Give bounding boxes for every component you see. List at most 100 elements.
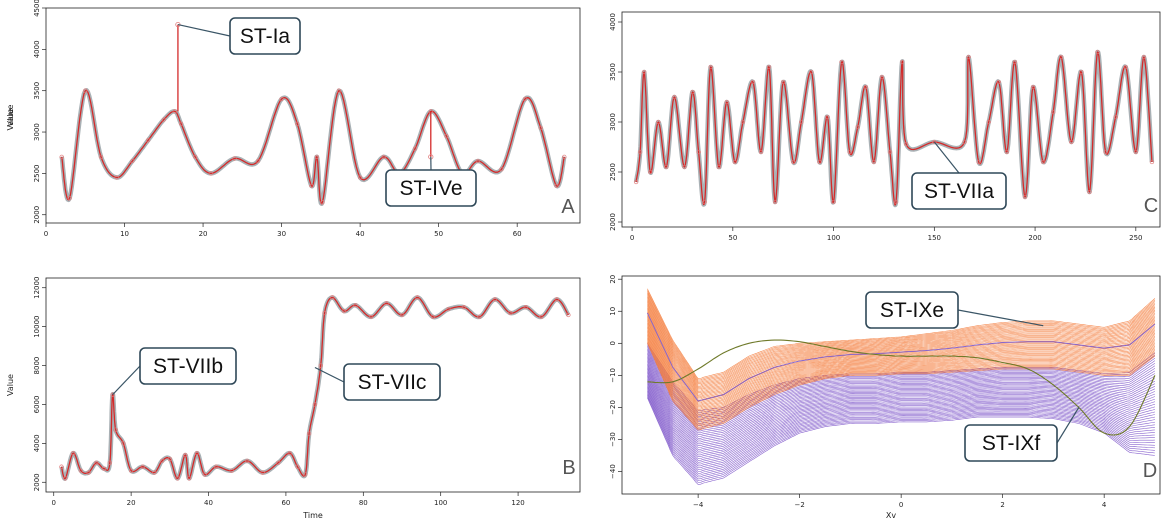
data-point (208, 171, 214, 176)
data-point (98, 154, 104, 159)
data-point (159, 458, 165, 464)
data-point (114, 175, 119, 180)
orange-curve (647, 299, 1156, 390)
data-point (1103, 149, 1108, 155)
data-point (59, 154, 64, 159)
callout-label: ST-IXf (982, 432, 1041, 455)
data-point (444, 134, 449, 139)
x-tick-label: 100 (827, 234, 840, 242)
purple-curve (647, 356, 1156, 430)
series-line (60, 296, 569, 480)
data-point (101, 466, 107, 471)
x-tick-label: 50 (434, 230, 443, 238)
data-point (110, 392, 115, 397)
data-point (899, 59, 905, 65)
plot-frame (45, 277, 581, 493)
orange-curve (647, 298, 1156, 388)
orange-curve (647, 341, 1156, 429)
data-point (130, 158, 135, 164)
data-point (499, 167, 504, 172)
y-tick-label: 2000 (33, 473, 41, 491)
data-point (245, 458, 250, 464)
data-point (903, 141, 909, 147)
data-point (855, 124, 860, 130)
purple-curve (647, 390, 1155, 476)
plot-frame (621, 11, 1161, 228)
orange-curve (647, 307, 1156, 397)
callout-leader (933, 141, 960, 174)
series-line (61, 89, 565, 205)
y-tick-label: 0 (609, 341, 617, 345)
plot-frame (621, 275, 1161, 495)
data-point (202, 472, 207, 477)
callout-box (343, 363, 441, 401)
orange-curve (647, 336, 1156, 424)
purple-curve (647, 394, 1155, 482)
purple-curve (647, 379, 1155, 461)
data-point (772, 199, 778, 205)
data-point (732, 159, 737, 165)
data-point (1141, 54, 1147, 60)
panel-letter: A (561, 196, 575, 218)
data-point (847, 149, 852, 155)
data-point (1012, 59, 1018, 65)
data-point (107, 460, 112, 465)
orange-curve (647, 290, 1156, 381)
data-point (399, 312, 405, 318)
data-point (1113, 114, 1118, 120)
data-point (976, 159, 981, 165)
x-tick-label: 10 (120, 230, 129, 238)
data-point (1069, 139, 1074, 145)
orange-curve (647, 328, 1156, 417)
purple-curve (647, 351, 1156, 422)
callout-leader (112, 365, 141, 396)
data-point (887, 149, 893, 155)
data-point (140, 464, 145, 469)
data-point (229, 468, 234, 473)
data-point (477, 314, 482, 320)
data-point (255, 158, 261, 164)
purple-curve (647, 382, 1155, 465)
x-tick-label: −4 (693, 501, 704, 509)
data-point (381, 154, 386, 159)
purple-curve (647, 370, 1155, 448)
data-point (996, 79, 1001, 85)
callout-leader (957, 309, 1044, 327)
orange-curve (647, 302, 1156, 392)
data-point (1095, 49, 1100, 55)
orange-curve (647, 324, 1156, 413)
data-point (696, 149, 701, 155)
data-point (724, 99, 729, 105)
y-tick-label: −30 (609, 432, 617, 447)
data-point (384, 301, 389, 306)
data-point (539, 314, 544, 320)
data-point (702, 199, 707, 205)
data-point (554, 297, 559, 302)
data-point (121, 441, 126, 446)
data-point (295, 464, 300, 469)
data-point (260, 470, 265, 475)
data-point (799, 119, 804, 125)
data-point (167, 456, 172, 462)
data-point (67, 196, 72, 201)
data-point (336, 88, 342, 93)
purple-curve (647, 388, 1155, 472)
y-tick-label: 2500 (609, 163, 617, 181)
x-axis-label: Xv (886, 511, 896, 520)
data-point (86, 470, 91, 475)
purple-curve (647, 371, 1155, 450)
x-tick-label: 60 (281, 499, 290, 507)
x-tick-label: −2 (794, 501, 804, 509)
y-tick-label: 4000 (33, 434, 41, 452)
x-tick-label: 40 (204, 499, 213, 507)
data-point (306, 431, 312, 436)
orange-curve (647, 300, 1156, 391)
y-tick-label: 4000 (609, 13, 617, 31)
data-point (320, 200, 325, 205)
orange-curve (647, 332, 1156, 420)
data-point (1149, 159, 1155, 165)
data-point (330, 295, 335, 300)
data-point (508, 310, 513, 316)
callout-box (139, 347, 237, 385)
data-point (750, 79, 756, 85)
